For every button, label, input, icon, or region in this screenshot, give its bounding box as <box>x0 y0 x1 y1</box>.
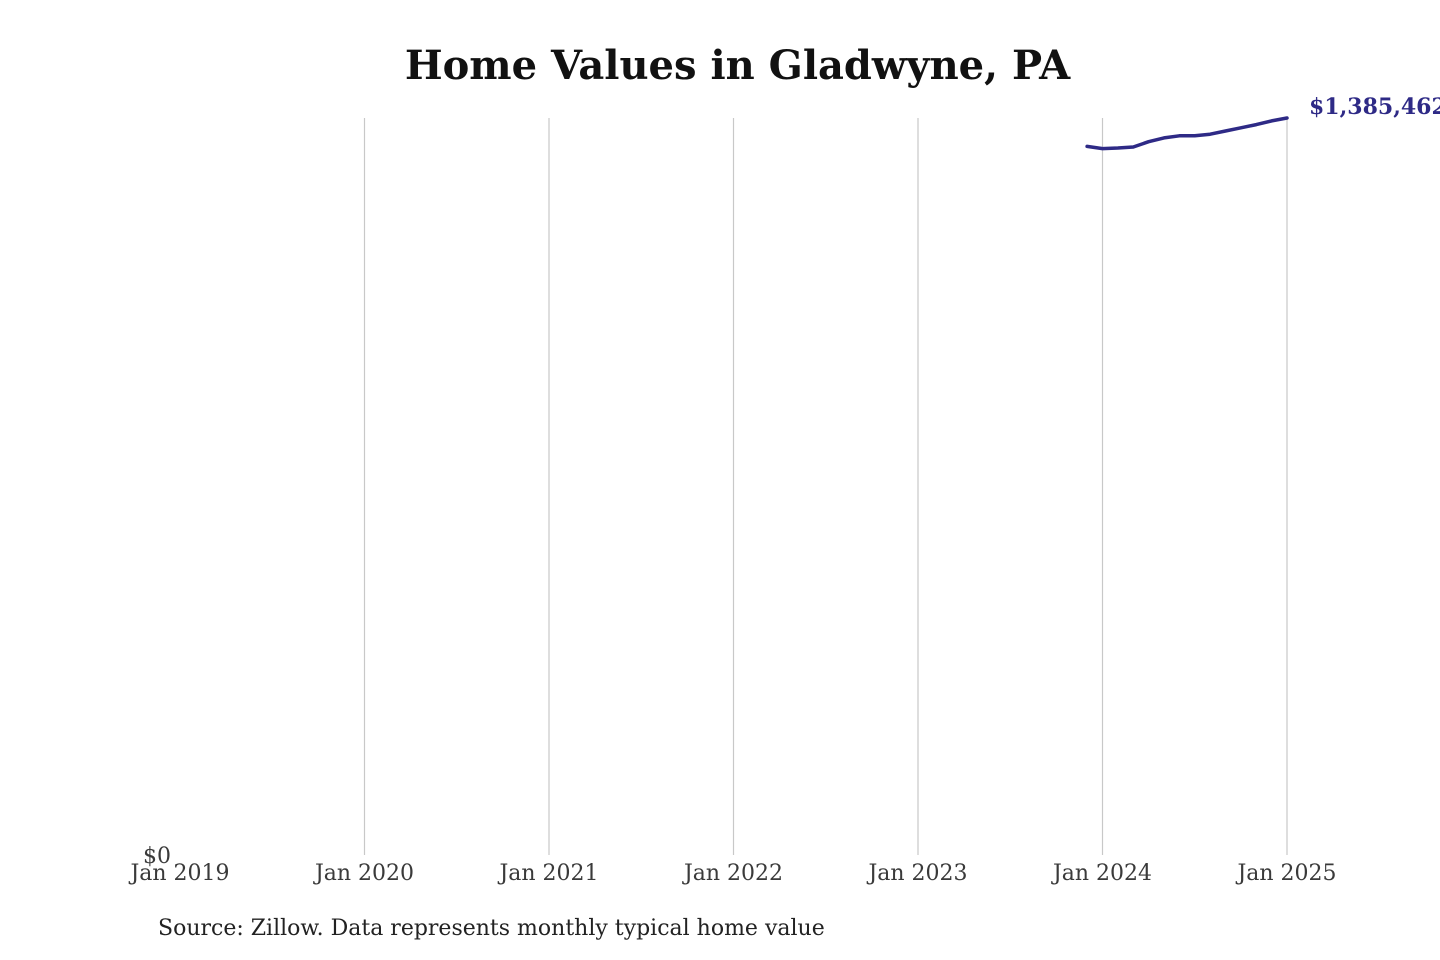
end-value-label: $1,385,462 <box>1309 94 1440 120</box>
x-tick-label: Jan 2020 <box>313 861 414 886</box>
x-tick-label: Jan 2023 <box>866 861 967 886</box>
x-tick-label: Jan 2024 <box>1051 861 1152 886</box>
vertical-gridlines <box>363 118 1288 855</box>
y-axis-tick-labels: $0 <box>143 844 171 869</box>
x-tick-label: Jan 2025 <box>1235 861 1336 886</box>
chart-title: Home Values in Gladwyne, PA <box>404 42 1071 89</box>
series-lines <box>1085 116 1289 151</box>
x-tick-label: Jan 2022 <box>682 861 783 886</box>
x-tick-label: Jan 2021 <box>497 861 598 886</box>
data-labels: $1,385,462 <box>1309 94 1440 120</box>
source-note: Source: Zillow. Data represents monthly … <box>158 916 825 941</box>
y-tick-label: $0 <box>143 844 171 869</box>
x-axis-tick-labels: Jan 2019 Jan 2020 Jan 2021 Jan 2022 Jan 2023… <box>128 861 1336 886</box>
x-tick-label: Jan 2019 <box>128 861 229 886</box>
series-line <box>1085 116 1289 151</box>
